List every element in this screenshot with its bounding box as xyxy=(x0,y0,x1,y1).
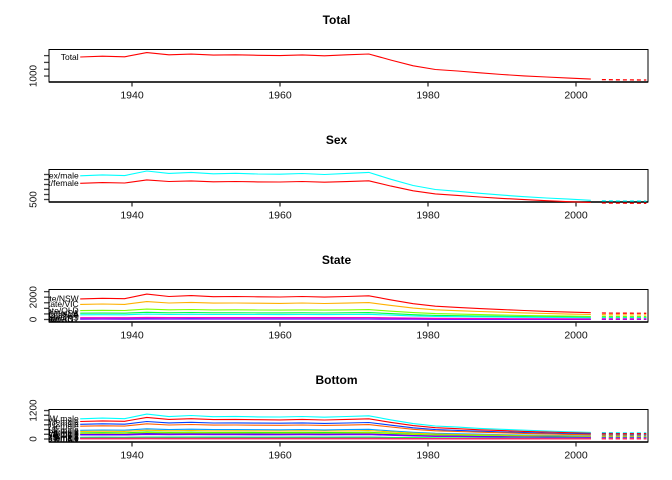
y-tick-label: 1000 xyxy=(29,64,40,87)
series-line-sex-female xyxy=(80,179,591,204)
series-line-vic-male xyxy=(80,420,591,435)
x-tick-label: 1960 xyxy=(268,210,292,222)
chart-title-bottom: Bottom xyxy=(315,373,358,387)
series-label-state-act: State/ACT xyxy=(39,314,78,324)
series-label-nt-male: NT male xyxy=(47,433,79,443)
series-label-sa-male: SA male xyxy=(47,428,79,438)
series-label-tas-female: TAS female xyxy=(35,432,79,442)
series-label-state-qld: State/QLD xyxy=(39,305,79,315)
chart-panel-sex: Sex 1940 1960 1980 2000 500 Sex/male Sex/femal… xyxy=(0,120,672,240)
series-label-wa-male: WA male xyxy=(45,429,79,439)
series-line-wa-female xyxy=(80,433,591,439)
series-line-state-qld xyxy=(80,308,591,317)
x-tick-label: 2000 xyxy=(564,90,588,102)
y-tick-label: 2000 xyxy=(29,286,40,309)
series-label-total: Total xyxy=(61,52,79,62)
series-label-sex-female: Sex/female xyxy=(36,178,79,188)
plot-box xyxy=(48,409,649,443)
series-line-state-vic xyxy=(80,301,591,316)
series-line-nsw-female xyxy=(80,416,591,434)
y-tick-label: 0 xyxy=(29,436,40,442)
chart-title-state: State xyxy=(321,253,352,267)
series-label-qld-male: QLD male xyxy=(40,425,79,435)
series-label-vic-female: VIC female xyxy=(37,421,79,431)
series-label-act-male: ACT male xyxy=(41,433,79,443)
series-label-wa-female: WA female xyxy=(38,430,79,440)
series-label-nsw-female: NSW female xyxy=(31,416,79,426)
series-line-vic-female xyxy=(80,423,591,436)
series-label-tas-male: TAS male xyxy=(42,432,79,442)
series-label-state-tas: State/TAS xyxy=(41,313,79,323)
series-label-act-female: ACT female xyxy=(34,434,79,444)
x-tick-label: 1980 xyxy=(416,210,440,222)
chart-panel-bottom: Bottom 1940 1960 1980 2000 0 1200 NSW male NSW … xyxy=(0,360,672,480)
x-tick-label: 1980 xyxy=(416,450,440,462)
chart-title-sex: Sex xyxy=(325,133,348,147)
x-tick-label: 1940 xyxy=(120,90,144,102)
y-tick-label: 1200 xyxy=(29,399,40,422)
series-line-qld-female xyxy=(80,429,591,437)
chart-canvas-state: 1940 1960 1980 200002000State/NSWState/VICS… xyxy=(29,286,649,342)
x-tick-label: 1960 xyxy=(268,330,292,342)
series-label-state-nt: State/NT xyxy=(45,314,79,324)
series-label-sex-male: Sex/male xyxy=(43,171,79,181)
x-tick-label: 2000 xyxy=(564,210,588,222)
x-tick-label: 1980 xyxy=(416,90,440,102)
series-line-sex-male xyxy=(80,170,591,201)
y-tick-label: 0 xyxy=(29,316,40,322)
series-line-state-nsw xyxy=(80,293,591,314)
chart-title-total: Total xyxy=(322,13,351,27)
series-label-vic-male: VIC male xyxy=(44,419,79,429)
series-label-state-vic: State/VIC xyxy=(42,299,78,309)
chart-canvas-total: 1940 1960 1980 2000 1000 Total xyxy=(29,49,649,102)
y-tick-label: 500 xyxy=(29,191,40,208)
series-label-sa-female: SA female xyxy=(40,428,79,438)
chart-panel-total: Total 1940 1960 1980 2000 1000 Total xyxy=(0,0,672,120)
series-line-nsw-male xyxy=(80,413,591,433)
series-label-nt-female: NT female xyxy=(40,433,79,443)
series-label-nsw-male: NSW male xyxy=(38,414,79,424)
plot-box xyxy=(48,49,649,83)
series-label-state-nsw: State/NSW xyxy=(37,294,79,304)
x-tick-label: 1960 xyxy=(268,450,292,462)
x-tick-label: 2000 xyxy=(564,450,588,462)
series-label-state-sa: State/SA xyxy=(45,308,79,318)
series-line-total xyxy=(80,52,591,80)
chart-panel-state: State 1940 1960 1980 2000 0 2000 State/NSW Stat… xyxy=(0,240,672,360)
series-line-state-tas xyxy=(80,316,591,320)
series-line-state-sa xyxy=(80,311,591,318)
x-tick-label: 1940 xyxy=(120,330,144,342)
series-label-qld-female: QLD female xyxy=(33,426,79,436)
x-tick-label: 1940 xyxy=(120,450,144,462)
series-line-state-wa xyxy=(80,313,591,319)
plot-box xyxy=(48,289,649,323)
x-tick-label: 1980 xyxy=(416,330,440,342)
x-tick-label: 2000 xyxy=(564,330,588,342)
plot-box xyxy=(48,169,649,203)
x-tick-label: 1960 xyxy=(268,90,292,102)
series-label-state-wa: State/WA xyxy=(43,310,79,320)
x-tick-label: 1940 xyxy=(120,210,144,222)
